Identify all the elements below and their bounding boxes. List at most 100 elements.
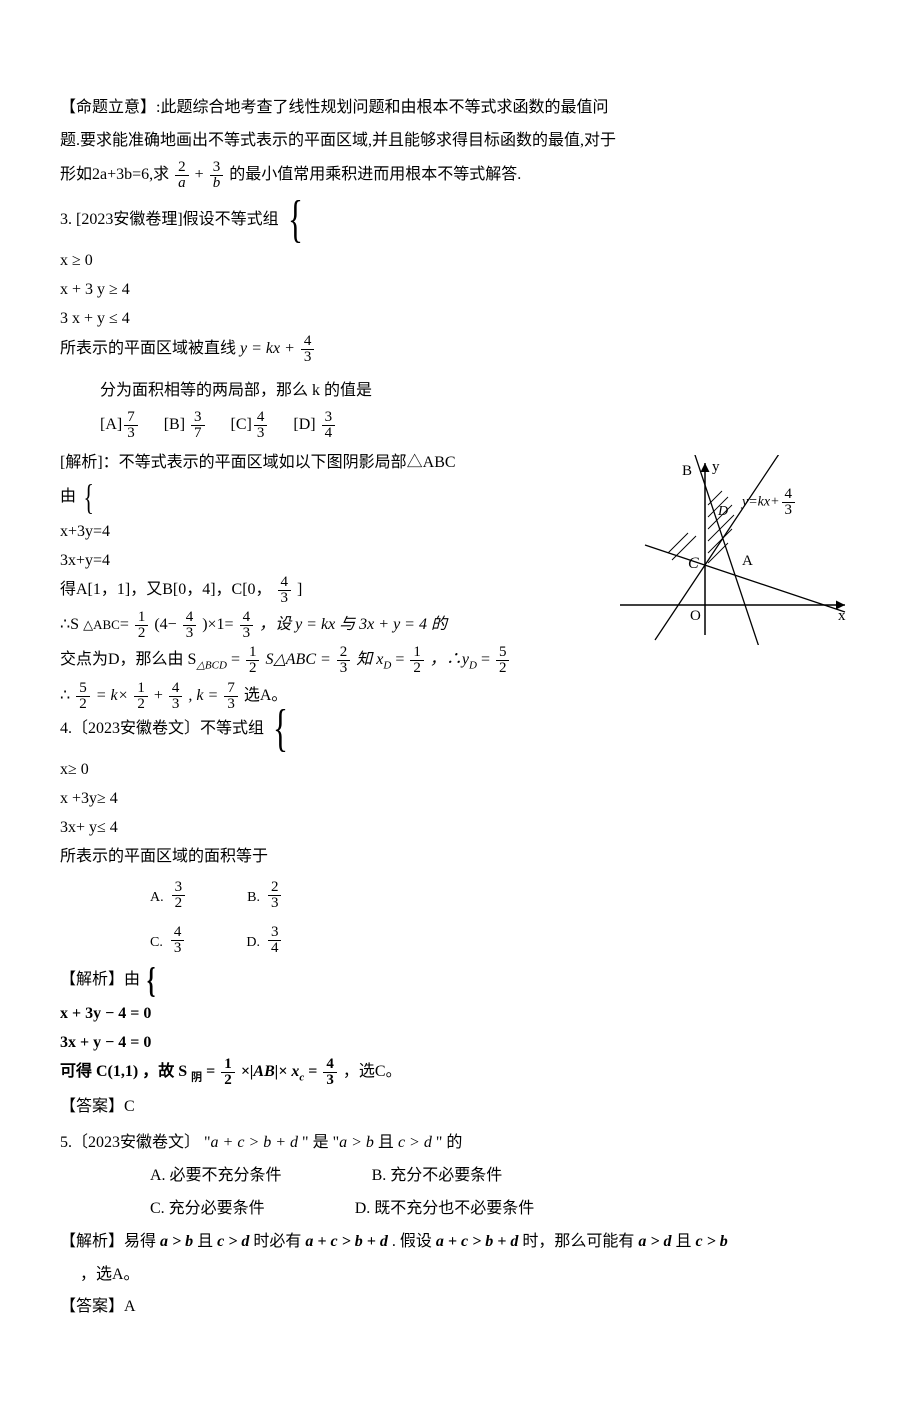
- q4-optD: 34: [268, 925, 282, 956]
- q4-la: A.: [150, 885, 164, 910]
- q3-optA: 73: [124, 410, 138, 441]
- sol3-f5: 12: [246, 645, 260, 676]
- graph-eq: y=kx+43: [742, 487, 920, 518]
- q3-head-txt: 3. [2023安徽卷理]假设不等式组: [60, 211, 279, 228]
- sol4-s2: 3x + y − 4 = 0: [60, 1029, 860, 1058]
- sol3-subD2: D: [469, 660, 477, 672]
- q3-s2: x + 3 y ≥ 4: [60, 276, 860, 305]
- sol3-l4c: S△ABC =: [265, 652, 330, 669]
- sol3-l5b: = k×: [96, 687, 129, 704]
- graph-O: O: [690, 608, 701, 624]
- sol3-f4: 43: [240, 610, 254, 641]
- sol3-l1: [解析]：不等式表示的平面区域如以下图阴影局部△ABC: [60, 449, 610, 478]
- graph-B: B: [682, 463, 692, 479]
- sol4-f1: 12: [221, 1057, 235, 1088]
- q3-ld: [D]: [293, 416, 315, 433]
- q5-opts2: C. 充分必要条件 D. 既不充分也不必要条件: [60, 1195, 860, 1224]
- p1-l3a: 形如2a+3b=6,求: [60, 166, 169, 183]
- sol3-sys: {: [80, 481, 93, 513]
- sol3-s1: x+3y=4: [60, 518, 610, 547]
- q3-eq: y = kx +: [240, 340, 295, 357]
- sol3-f2: 12: [135, 610, 149, 641]
- sol3-l3d: )×1=: [202, 617, 233, 634]
- sol4-subc: c: [299, 1072, 304, 1084]
- sol4-le: =: [308, 1064, 317, 1081]
- sol3-l2: 由 {: [60, 481, 610, 513]
- sol3-f6: 23: [337, 645, 351, 676]
- frac-3b: 3b: [210, 160, 224, 191]
- q3-system: {: [283, 197, 304, 244]
- sol3-l4b: =: [231, 652, 240, 669]
- q4-s3: 3x+ y≤ 4: [60, 814, 860, 843]
- sol4-f2: 43: [323, 1057, 337, 1088]
- sol4: 【解析】由 {: [60, 964, 860, 996]
- q4-opts1: A. 32 B. 23: [60, 880, 860, 911]
- sol3-f8: 52: [496, 645, 510, 676]
- sol3-l4e: =: [395, 652, 404, 669]
- sol3-l2c: ]: [297, 582, 302, 599]
- sol3-s2: 3x+y=4: [60, 547, 610, 576]
- graph-C: C: [688, 555, 699, 572]
- p1-l3b: 的最小值常用乘积进而用根本不等式解答.: [229, 166, 521, 183]
- q3-head: 3. [2023安徽卷理]假设不等式组 {: [60, 197, 860, 244]
- sol3-l4d: 知 x: [356, 652, 383, 669]
- sol3-l3c: (4−: [154, 617, 176, 634]
- q4-lc: C.: [150, 930, 163, 955]
- sol3-f1: 43: [278, 575, 292, 606]
- q4-ld: D.: [246, 930, 260, 955]
- q3-line2: 分为面积相等的两局部，那么 k 的值是: [60, 377, 860, 406]
- sol3-l5c: +: [154, 687, 163, 704]
- sol3-l3e: ，设 y = kx 与 3x + y = 4 的: [259, 617, 447, 634]
- q3-s3: 3 x + y ≤ 4: [60, 305, 860, 334]
- q5-sol: 【解析】易得 a > b 且 c > d 时必有 a + c > b + d .…: [60, 1228, 860, 1257]
- q5-head: 5.〔2023安徽卷文〕 "a + c > b + d " 是 "a > b 且…: [60, 1129, 860, 1158]
- graph-svg: B y D C A O x: [610, 455, 860, 645]
- q5-opts1: A. 必要不充分条件 B. 充分不必要条件: [60, 1162, 860, 1191]
- sol3-l2a: 由: [60, 488, 76, 505]
- sol3-l3a: ∴S: [60, 617, 83, 634]
- q4-opts2: C. 43 D. 34: [60, 925, 860, 956]
- sol3-f7: 12: [410, 645, 424, 676]
- q3-frac43: 43: [301, 334, 315, 365]
- sol3-f3: 43: [183, 610, 197, 641]
- sol4-lb: 可得 C(1,1) ，故 S: [60, 1064, 191, 1081]
- sol3-l4a: 交点为D，那么由 S: [60, 652, 196, 669]
- q3-optB: 37: [191, 410, 205, 441]
- sol3-l4f: ，∴y: [430, 652, 469, 669]
- sol3-subD: D: [383, 660, 391, 672]
- sol4-ans: 【答案】C: [60, 1093, 860, 1122]
- q4-optB: 23: [268, 880, 282, 911]
- q3-mid: 所表示的平面区域被直线: [60, 340, 240, 357]
- sol3-l4g: =: [481, 652, 490, 669]
- q5-ld: D. 既不充分也不必要条件: [355, 1195, 535, 1224]
- graph-A: A: [742, 553, 753, 569]
- q4-optC: 43: [171, 925, 185, 956]
- q4-optA: 32: [172, 880, 186, 911]
- q5-la: A. 必要不充分条件: [150, 1162, 282, 1191]
- q5-lb: B. 充分不必要条件: [372, 1162, 503, 1191]
- sol3-sub1: △BCD: [196, 660, 226, 672]
- q4-lb: B.: [247, 885, 260, 910]
- q5-lc: C. 充分必要条件: [150, 1195, 265, 1224]
- sol4-ld: ×|AB|× x: [241, 1064, 300, 1081]
- q3-lc: [C]: [231, 416, 252, 433]
- sol4-lc: =: [206, 1064, 215, 1081]
- sol4-la: 【解析】由: [60, 970, 140, 987]
- sol3-tri: △ABC: [83, 618, 120, 633]
- q4-s1: x≥ 0: [60, 756, 860, 785]
- sol4-sub: 阴: [191, 1072, 202, 1084]
- p1-line3: 形如2a+3b=6,求 2a + 3b 的最小值常用乘积进而用根本不等式解答.: [60, 160, 860, 191]
- sol3-l3: ∴S △ABC= 12 (4− 43 )×1= 43 ，设 y = kx 与 3…: [60, 610, 610, 641]
- q3-s1: x ≥ 0: [60, 247, 860, 276]
- p1-line2: 题.要求能准确地画出不等式表示的平面区域,并且能够求得目标函数的最值,对于: [60, 127, 860, 156]
- q4-head-txt: 4.〔2023安徽卷文〕不等式组: [60, 720, 264, 737]
- q5-sol2: ，选A。: [60, 1261, 860, 1290]
- q3-options: [A]73 [B] 37 [C]43 [D] 34: [60, 410, 860, 441]
- sol4-s1: x + 3y − 4 = 0: [60, 1000, 860, 1029]
- q4-system: {: [268, 706, 289, 753]
- sol3-l2b: 得A[1，1]，又B[0，4]，C[0，: [60, 582, 272, 599]
- frac-2a: 2a: [175, 160, 189, 191]
- graph-y: y: [712, 459, 720, 475]
- sol3-l5d: , k =: [188, 687, 218, 704]
- q3-la: [A]: [100, 416, 122, 433]
